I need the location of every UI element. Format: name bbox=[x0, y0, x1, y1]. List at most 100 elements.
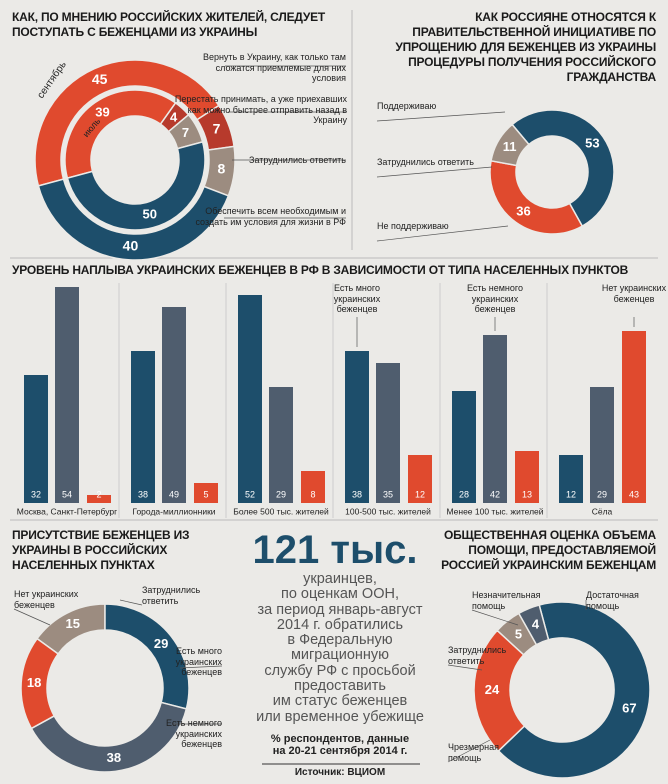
legend-label: Есть много украинских беженцев bbox=[333, 283, 381, 314]
callout-line: службу РФ с просьбой bbox=[264, 662, 416, 679]
donut-segment bbox=[489, 159, 584, 235]
value-label: 4 bbox=[532, 617, 540, 632]
value-label: 2 bbox=[96, 489, 101, 499]
x-tick-label: Сёла bbox=[592, 506, 613, 516]
category-label: Достаточная помощь bbox=[586, 590, 639, 611]
value-label: 38 bbox=[352, 489, 362, 499]
callout-text: украинцев, по оценкам ООН, за период январ… bbox=[240, 571, 440, 725]
bar bbox=[559, 455, 583, 503]
value-label: 32 bbox=[31, 489, 41, 499]
x-tick-label: Менее 100 тыс. жителей bbox=[446, 506, 543, 516]
leader-line bbox=[447, 739, 491, 763]
value-label: 38 bbox=[138, 489, 148, 499]
value-label: 50 bbox=[143, 206, 157, 221]
bar bbox=[345, 351, 369, 503]
category-label: Незначительная помощь bbox=[472, 590, 541, 611]
value-label: 54 bbox=[62, 489, 72, 499]
value-label: 40 bbox=[123, 238, 139, 254]
value-label: 35 bbox=[383, 489, 393, 499]
donut-segment bbox=[30, 701, 188, 773]
chart-title: КАК, ПО МНЕНИЮ РОССИЙСКИХ ЖИТЕЛЕЙ, СЛЕДУ… bbox=[12, 10, 326, 39]
value-label: 36 bbox=[516, 203, 530, 218]
value-label: 5 bbox=[203, 489, 208, 499]
value-label: 43 bbox=[629, 489, 639, 499]
donut-segment bbox=[511, 109, 615, 228]
category-label: Перестать принимать, а уже приехавших ка… bbox=[174, 94, 347, 125]
chart-title: ПРИСУТСТВИЕ БЕЖЕНЦЕВ ИЗ УКРАИНЫ В РОССИЙ… bbox=[12, 528, 190, 572]
category-label: Не поддерживаю bbox=[377, 221, 449, 231]
value-label: 11 bbox=[503, 139, 517, 154]
donut-segment bbox=[517, 604, 550, 646]
donut-segment bbox=[37, 178, 230, 261]
callout-line: им статус беженцев bbox=[272, 693, 408, 710]
callout-line: предоставить bbox=[294, 678, 386, 695]
leader-line bbox=[376, 225, 509, 242]
value-label: 52 bbox=[245, 489, 255, 499]
callout-line: украинцев, bbox=[303, 571, 377, 587]
category-label: Есть немного украинских беженцев bbox=[166, 718, 222, 749]
bar bbox=[590, 387, 614, 503]
callout-line: за период январь-август bbox=[257, 601, 423, 618]
value-label: 4 bbox=[170, 109, 178, 124]
value-label: 49 bbox=[169, 489, 179, 499]
value-label: 39 bbox=[95, 105, 109, 120]
note-line: % респондентов, данные bbox=[270, 733, 410, 745]
bar bbox=[162, 307, 186, 503]
category-label: Поддерживаю bbox=[377, 101, 437, 111]
bar bbox=[24, 375, 48, 503]
bar bbox=[376, 363, 400, 503]
callout-line: в Федеральную bbox=[287, 632, 393, 649]
bar bbox=[131, 351, 155, 503]
donut-segment bbox=[20, 637, 60, 730]
leader-line bbox=[119, 599, 143, 606]
value-label: 7 bbox=[182, 125, 189, 140]
category-label: Нет украинских беженцев bbox=[14, 589, 79, 610]
bar bbox=[269, 387, 293, 503]
value-label: 28 bbox=[459, 489, 469, 499]
bar bbox=[238, 295, 262, 503]
leader-line bbox=[447, 664, 483, 671]
value-label: 53 bbox=[585, 136, 599, 151]
value-label: 42 bbox=[490, 489, 500, 499]
value-label: 18 bbox=[27, 675, 41, 690]
donut-segment bbox=[490, 123, 530, 167]
legend-label: Нет украинских беженцев bbox=[601, 283, 667, 304]
category-label: Чрезмерная помощь bbox=[448, 742, 499, 763]
x-tick-label: Москва, Санкт-Петербург bbox=[17, 506, 117, 516]
category-label: Затруднились ответить bbox=[377, 157, 474, 167]
value-label: 29 bbox=[154, 636, 168, 651]
value-label: 24 bbox=[485, 682, 500, 697]
bar bbox=[515, 451, 539, 503]
callout-line: миграционную bbox=[290, 647, 390, 664]
source: Источник: ВЦИОМ bbox=[294, 767, 386, 778]
bar bbox=[87, 495, 111, 503]
bar bbox=[55, 287, 79, 503]
value-label: 13 bbox=[522, 489, 532, 499]
donut-segment bbox=[497, 601, 651, 779]
x-tick-label: 100-500 тыс. жителей bbox=[345, 506, 431, 516]
legend-label: Есть немного украинских беженцев bbox=[467, 283, 523, 314]
bar bbox=[483, 335, 507, 503]
callout-line: по оценкам ООН, bbox=[280, 586, 399, 603]
chart-title: ОБЩЕСТВЕННАЯ ОЦЕНКА ОБЪЕМА ПОМОЩИ, ПРЕДО… bbox=[441, 528, 656, 572]
x-tick-label: Более 500 тыс. жителей bbox=[233, 506, 329, 516]
leader-line bbox=[179, 665, 223, 669]
leader-line bbox=[471, 609, 519, 626]
x-tick-label: Города-миллионники bbox=[132, 506, 215, 516]
value-label: 29 bbox=[276, 489, 286, 499]
value-label: 15 bbox=[66, 616, 80, 631]
value-label: 67 bbox=[622, 700, 636, 715]
category-label: Затруднились ответить bbox=[448, 645, 507, 666]
category-label: Есть много украинских беженцев bbox=[175, 646, 222, 677]
bar bbox=[452, 391, 476, 503]
chart-title: УРОВЕНЬ НАПЛЫВА УКРАИНСКИХ БЕЖЕНЦЕВ В РФ… bbox=[12, 263, 629, 277]
bar bbox=[194, 483, 218, 503]
value-label: 12 bbox=[415, 489, 425, 499]
leader-line bbox=[13, 608, 51, 626]
value-label: 8 bbox=[218, 161, 226, 177]
chart-title: КАК РОССИЯНЕ ОТНОСЯТСЯ К ПРАВИТЕЛЬСТВЕНН… bbox=[395, 10, 656, 84]
note: % респондентов, данные на 20-21 сентября … bbox=[240, 733, 440, 757]
callout-line: или временное убежище bbox=[256, 708, 424, 725]
bar bbox=[408, 455, 432, 503]
